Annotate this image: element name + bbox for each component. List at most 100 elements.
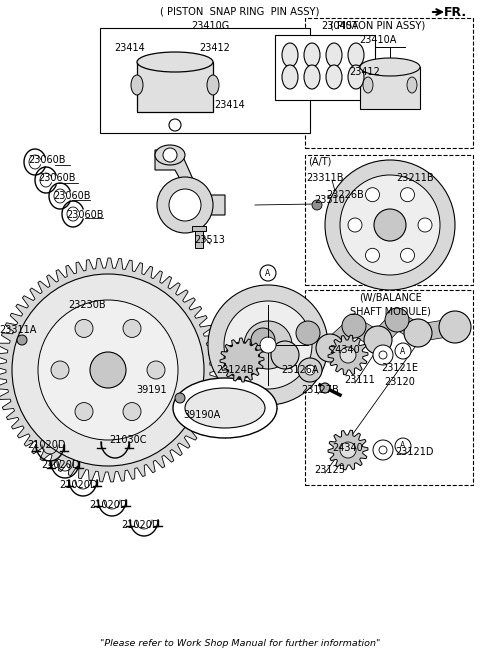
Text: ( PISTON  SNAP RING  PIN ASSY): ( PISTON SNAP RING PIN ASSY) bbox=[160, 7, 320, 17]
Circle shape bbox=[17, 335, 27, 345]
Ellipse shape bbox=[304, 43, 320, 67]
Bar bbox=[275, 35, 375, 100]
Ellipse shape bbox=[224, 342, 260, 378]
Text: SHAFT MODULE): SHAFT MODULE) bbox=[349, 307, 431, 317]
Bar bbox=[305, 155, 473, 285]
Ellipse shape bbox=[185, 388, 265, 428]
Ellipse shape bbox=[298, 358, 322, 382]
Text: 23211B: 23211B bbox=[396, 173, 434, 183]
Ellipse shape bbox=[155, 145, 185, 165]
Text: 23121E: 23121E bbox=[382, 363, 419, 373]
Ellipse shape bbox=[348, 65, 364, 89]
Text: 23126A: 23126A bbox=[281, 365, 319, 375]
Ellipse shape bbox=[282, 65, 298, 89]
Ellipse shape bbox=[207, 75, 219, 95]
Text: 23412: 23412 bbox=[200, 43, 230, 53]
Circle shape bbox=[123, 319, 141, 337]
Text: 23230B: 23230B bbox=[68, 300, 106, 310]
Text: 23414: 23414 bbox=[215, 100, 245, 110]
Bar bbox=[192, 226, 206, 231]
Ellipse shape bbox=[316, 334, 344, 362]
Ellipse shape bbox=[360, 58, 420, 76]
Ellipse shape bbox=[208, 285, 328, 405]
Text: 23412: 23412 bbox=[349, 67, 381, 77]
Ellipse shape bbox=[271, 341, 299, 369]
Text: 23510: 23510 bbox=[314, 195, 346, 205]
Text: 21020D: 21020D bbox=[27, 440, 65, 450]
Circle shape bbox=[365, 188, 380, 201]
Text: 23127B: 23127B bbox=[301, 385, 339, 395]
Text: 23311B: 23311B bbox=[306, 173, 344, 183]
Ellipse shape bbox=[364, 326, 392, 354]
Text: A: A bbox=[400, 441, 406, 451]
Polygon shape bbox=[328, 335, 368, 375]
Bar bbox=[137, 62, 213, 112]
Ellipse shape bbox=[326, 65, 342, 89]
Text: (W/BALANCE: (W/BALANCE bbox=[359, 293, 421, 303]
Circle shape bbox=[123, 403, 141, 420]
Bar bbox=[195, 228, 203, 248]
Ellipse shape bbox=[282, 43, 298, 67]
Ellipse shape bbox=[296, 321, 320, 345]
Text: 39190A: 39190A bbox=[183, 410, 221, 420]
Text: A: A bbox=[265, 268, 271, 277]
Ellipse shape bbox=[379, 446, 387, 454]
Ellipse shape bbox=[363, 77, 373, 93]
Bar bbox=[360, 67, 420, 109]
Ellipse shape bbox=[131, 75, 143, 95]
Circle shape bbox=[147, 361, 165, 379]
Text: 21020D: 21020D bbox=[59, 480, 97, 490]
Circle shape bbox=[348, 218, 362, 232]
Text: 39191: 39191 bbox=[137, 385, 168, 395]
Ellipse shape bbox=[404, 319, 432, 347]
Text: 23226B: 23226B bbox=[326, 190, 364, 200]
Circle shape bbox=[75, 319, 93, 337]
Circle shape bbox=[175, 393, 185, 403]
Text: 23111: 23111 bbox=[345, 375, 375, 385]
Text: 21020D: 21020D bbox=[89, 500, 127, 510]
Ellipse shape bbox=[374, 209, 406, 241]
Circle shape bbox=[395, 438, 411, 454]
Ellipse shape bbox=[340, 175, 440, 275]
Text: 24340: 24340 bbox=[333, 443, 363, 453]
Text: 23124B: 23124B bbox=[216, 365, 254, 375]
Text: 23060B: 23060B bbox=[66, 210, 104, 220]
Ellipse shape bbox=[439, 311, 471, 343]
Ellipse shape bbox=[163, 148, 177, 162]
Text: A: A bbox=[400, 346, 406, 356]
Ellipse shape bbox=[340, 442, 356, 458]
Circle shape bbox=[312, 200, 322, 210]
Ellipse shape bbox=[305, 365, 315, 375]
Ellipse shape bbox=[326, 43, 342, 67]
Bar bbox=[305, 18, 473, 148]
Circle shape bbox=[400, 188, 415, 201]
Ellipse shape bbox=[260, 337, 276, 353]
Ellipse shape bbox=[12, 274, 204, 466]
Ellipse shape bbox=[173, 378, 277, 438]
Text: 23125: 23125 bbox=[314, 465, 346, 475]
Ellipse shape bbox=[373, 345, 393, 365]
Text: 21020D: 21020D bbox=[41, 460, 79, 470]
Polygon shape bbox=[220, 338, 264, 382]
Ellipse shape bbox=[137, 52, 213, 72]
Circle shape bbox=[395, 343, 411, 359]
Ellipse shape bbox=[228, 346, 256, 374]
Circle shape bbox=[418, 218, 432, 232]
Circle shape bbox=[260, 265, 276, 281]
Text: (A/T): (A/T) bbox=[308, 157, 332, 167]
Ellipse shape bbox=[340, 347, 356, 363]
Ellipse shape bbox=[224, 301, 312, 389]
Ellipse shape bbox=[169, 189, 201, 221]
Text: 23060B: 23060B bbox=[38, 173, 76, 183]
Text: 23060B: 23060B bbox=[53, 191, 91, 201]
Ellipse shape bbox=[304, 65, 320, 89]
Ellipse shape bbox=[244, 321, 292, 369]
Ellipse shape bbox=[348, 43, 364, 67]
Ellipse shape bbox=[90, 352, 126, 388]
Text: 23121D: 23121D bbox=[396, 447, 434, 457]
Ellipse shape bbox=[325, 160, 455, 290]
Text: 24340: 24340 bbox=[330, 345, 360, 355]
Text: 23410A: 23410A bbox=[360, 35, 396, 45]
Text: 21030C: 21030C bbox=[109, 435, 147, 445]
Text: 23040A: 23040A bbox=[321, 21, 359, 31]
